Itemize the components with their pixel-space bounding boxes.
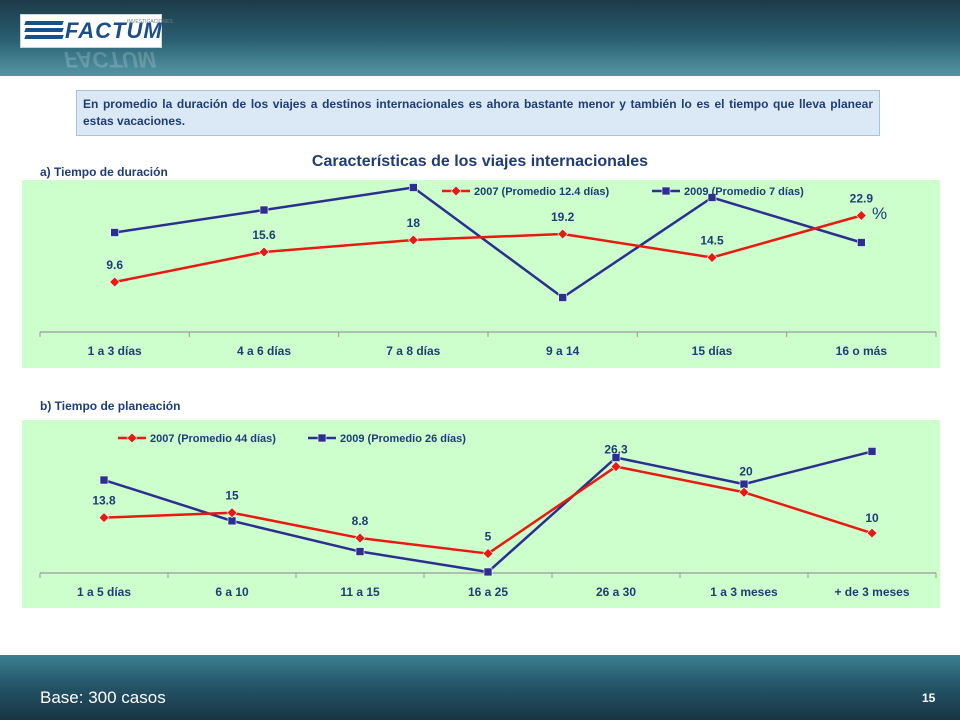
- series-line: [114, 214, 862, 284]
- data-label: 5: [485, 530, 492, 544]
- data-point: [355, 547, 365, 556]
- chart-planning: 1 a 5 días 6 a 10 11 a 15 16 a 25 26 a 30 1 a…: [22, 420, 940, 608]
- series-line: [114, 186, 862, 299]
- x-tick-label: 7 a 8 días: [386, 344, 440, 358]
- data-label: 20: [739, 464, 753, 478]
- data-label: 15.6: [252, 228, 276, 242]
- data-point: [610, 461, 622, 472]
- x-tick-label: 1 a 5 días: [77, 585, 131, 599]
- logo-tag: INVESTIGACIONES: [127, 19, 173, 25]
- data-point: [109, 276, 121, 288]
- x-tick-label: 15 días: [692, 344, 733, 358]
- legend-entry: 2007 (Promedio 44 días): [150, 433, 276, 445]
- legend-marker: [317, 433, 327, 443]
- x-tick-label: 6 a 10: [215, 585, 249, 599]
- data-point: [857, 238, 866, 247]
- x-tick-label: 1 a 3 meses: [710, 585, 778, 599]
- legend-marker: [661, 186, 671, 196]
- data-point: [558, 293, 567, 302]
- unit-label: %: [872, 204, 887, 223]
- factum-logo: FACTUM INVESTIGACIONES: [20, 14, 173, 48]
- data-point: [867, 447, 877, 456]
- data-label: 18: [407, 216, 421, 230]
- data-label: 14.5: [700, 234, 724, 248]
- data-label: 13.8: [92, 494, 116, 508]
- data-label: 9.6: [106, 258, 123, 272]
- data-point: [354, 532, 366, 544]
- x-tick-label: 16 a 25: [468, 585, 508, 599]
- summary-box: En promedio la duración de los viajes a …: [76, 90, 880, 136]
- data-point: [226, 507, 238, 519]
- logo-stripes-icon: [24, 21, 64, 41]
- data-point: [866, 527, 878, 539]
- logo-reflection-text: FACTUM: [64, 48, 156, 72]
- section-b-label: b) Tiempo de planeación: [40, 399, 181, 413]
- data-point: [855, 210, 867, 221]
- data-label: 8.8: [352, 514, 369, 528]
- data-point: [482, 548, 494, 559]
- data-point: [258, 246, 270, 258]
- x-tick-label: 26 a 30: [596, 585, 636, 599]
- logo-reflection: FACTUM: [20, 48, 160, 74]
- data-point: [99, 475, 109, 485]
- x-tick-label: 16 o más: [836, 344, 888, 358]
- legend-entry: 2007 (Promedio 12.4 días): [474, 186, 609, 198]
- legend-marker: [450, 185, 462, 197]
- x-tick-label: 11 a 15: [340, 585, 380, 599]
- section-a-label: a) Tiempo de duración: [40, 165, 168, 179]
- logo-text: FACTUM: [65, 18, 163, 43]
- legend-entry: 2009 (Promedio 26 días): [340, 433, 466, 445]
- x-tick-label: 4 a 6 días: [237, 344, 291, 358]
- data-point: [706, 252, 718, 263]
- data-point: [557, 228, 569, 240]
- data-point: [407, 234, 419, 246]
- data-label: 15: [225, 489, 239, 503]
- page-number: 15: [922, 691, 936, 705]
- base-cases-label: Base: 300 casos: [40, 688, 166, 707]
- data-label: 26.3: [604, 443, 628, 457]
- data-label: 10: [865, 511, 879, 525]
- x-tick-label: 9 a 14: [546, 344, 580, 358]
- x-tick-label: 1 a 3 días: [88, 344, 142, 358]
- data-point: [409, 183, 418, 192]
- plot-background: [22, 420, 940, 608]
- main-title: Características de los viajes internacio…: [311, 153, 649, 170]
- data-point: [259, 205, 269, 215]
- data-label: 22.9: [850, 192, 874, 206]
- header-bar: FACTUM INVESTIGACIONES FACTUM: [0, 0, 960, 76]
- data-point: [98, 512, 110, 524]
- data-point: [738, 486, 750, 498]
- legend-marker: [126, 432, 138, 444]
- data-point: [110, 228, 119, 237]
- chart-duration: 1 a 3 días 4 a 6 días 7 a 8 días 9 a 14 15 d…: [22, 180, 940, 368]
- data-point: [707, 193, 717, 202]
- x-tick-label: + de 3 meses: [834, 585, 909, 599]
- data-label: 19.2: [551, 210, 575, 224]
- footer-bar: Base: 300 casos 15: [0, 655, 960, 720]
- data-point: [483, 567, 493, 577]
- legend-entry: 2009 (Promedio 7 días): [684, 186, 804, 198]
